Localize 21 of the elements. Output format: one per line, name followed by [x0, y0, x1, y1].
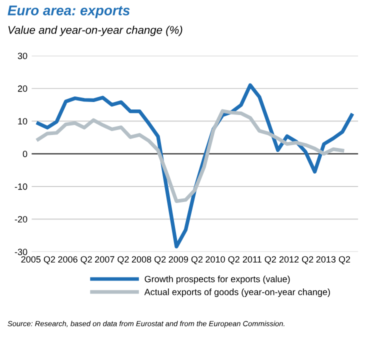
line-series — [36, 109, 344, 203]
x-tick-label: 2008 Q2 — [132, 256, 166, 264]
x-tick-label: 2005 Q2 — [21, 256, 56, 264]
x-tick-label: 2006 Q2 — [58, 256, 92, 264]
x-tick-label: 2009 Q2 — [168, 256, 203, 264]
y-tick-label: -20 — [14, 216, 28, 222]
chart-title: Euro area: exports — [8, 6, 130, 18]
y-tick-label: -30 — [14, 248, 28, 256]
y-tick-label: 30 — [18, 52, 28, 60]
x-tick-label: 2010 Q2 — [206, 256, 240, 264]
y-tick-label: 0 — [22, 150, 28, 158]
y-tick-label: 20 — [18, 85, 28, 92]
y-tick-label: 10 — [18, 118, 28, 124]
y-tick-label: -10 — [14, 183, 28, 190]
x-tick-label: 2007 Q2 — [95, 256, 129, 264]
x-tick-label: 2012 Q2 — [279, 256, 314, 264]
x-tick-label: 2013 Q2 — [316, 256, 350, 264]
chart-subtitle: Value and year-on-year change (%) — [8, 26, 182, 36]
legend-label: Growth prospects for exports (value) — [144, 276, 290, 284]
x-tick-label: 2011 Q2 — [242, 256, 276, 264]
legend-label: Actual exports of goods (year-on-year change) — [144, 288, 330, 297]
